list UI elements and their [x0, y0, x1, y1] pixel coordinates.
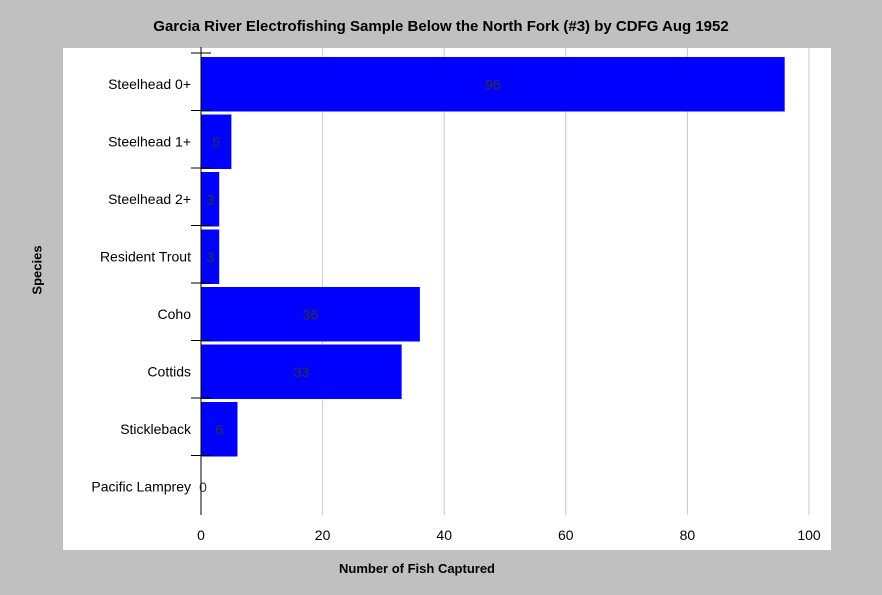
bar — [201, 114, 232, 169]
y-tick-label: Cottids — [147, 363, 191, 379]
bar — [201, 344, 402, 399]
x-tick-label: 40 — [436, 527, 452, 543]
data-label: 3 — [206, 249, 214, 265]
bar — [201, 172, 220, 227]
data-label: 6 — [215, 421, 223, 437]
x-tick-label: 100 — [797, 527, 821, 543]
data-label: 5 — [212, 134, 220, 150]
bar — [201, 229, 220, 284]
x-tick-label: 80 — [680, 527, 696, 543]
bar — [201, 287, 420, 342]
y-tick-label: Pacific Lamprey — [91, 478, 191, 494]
y-tick-label: Stickleback — [120, 421, 192, 437]
data-label: 33 — [294, 364, 310, 380]
y-tick-label: Coho — [158, 306, 192, 322]
plot-area — [63, 48, 831, 550]
data-label: 0 — [199, 479, 207, 495]
data-label: 3 — [206, 191, 214, 207]
x-tick-label: 60 — [558, 527, 574, 543]
y-tick-label: Steelhead 2+ — [108, 191, 191, 207]
data-label: 36 — [303, 306, 319, 322]
x-axis-label: Number of Fish Captured — [338, 561, 496, 576]
x-tick-label: 0 — [197, 527, 205, 543]
bar — [201, 402, 238, 457]
y-tick-label: Steelhead 0+ — [108, 76, 191, 92]
data-label: 96 — [485, 76, 501, 92]
chart-title: Garcia River Electrofishing Sample Below… — [153, 18, 729, 35]
bar — [201, 57, 785, 112]
y-tick-label: Steelhead 1+ — [108, 133, 191, 149]
y-tick-label: Resident Trout — [100, 248, 191, 264]
x-tick-label: 20 — [315, 527, 331, 543]
